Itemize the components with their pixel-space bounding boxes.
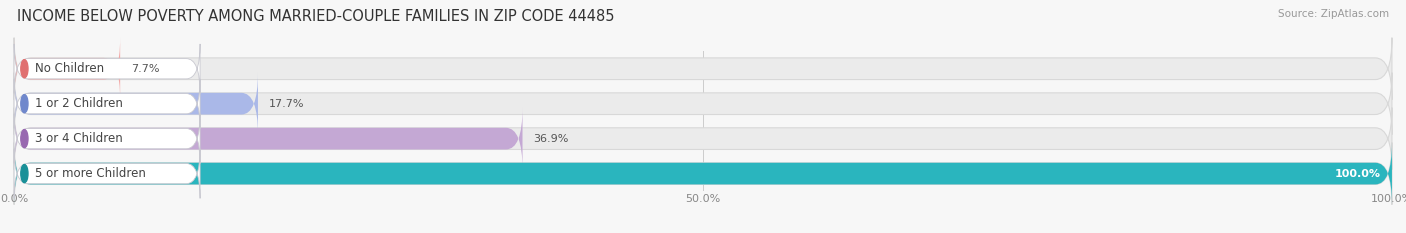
FancyBboxPatch shape [14,149,200,199]
FancyBboxPatch shape [14,44,200,93]
FancyBboxPatch shape [14,108,523,170]
FancyBboxPatch shape [14,143,1392,205]
Text: 7.7%: 7.7% [131,64,160,74]
Text: 3 or 4 Children: 3 or 4 Children [35,132,122,145]
FancyBboxPatch shape [14,143,1392,205]
FancyBboxPatch shape [14,38,120,100]
Circle shape [21,130,28,148]
FancyBboxPatch shape [14,79,200,129]
Text: 1 or 2 Children: 1 or 2 Children [35,97,122,110]
Text: 17.7%: 17.7% [269,99,305,109]
FancyBboxPatch shape [14,73,257,135]
Text: Source: ZipAtlas.com: Source: ZipAtlas.com [1278,9,1389,19]
Text: 5 or more Children: 5 or more Children [35,167,146,180]
FancyBboxPatch shape [14,38,1392,100]
Circle shape [21,164,28,183]
Circle shape [21,60,28,78]
FancyBboxPatch shape [14,114,200,164]
Circle shape [21,95,28,113]
Text: 100.0%: 100.0% [1334,169,1381,178]
Text: No Children: No Children [35,62,104,75]
FancyBboxPatch shape [14,73,1392,135]
Text: INCOME BELOW POVERTY AMONG MARRIED-COUPLE FAMILIES IN ZIP CODE 44485: INCOME BELOW POVERTY AMONG MARRIED-COUPL… [17,9,614,24]
Text: 36.9%: 36.9% [533,134,569,144]
FancyBboxPatch shape [14,108,1392,170]
